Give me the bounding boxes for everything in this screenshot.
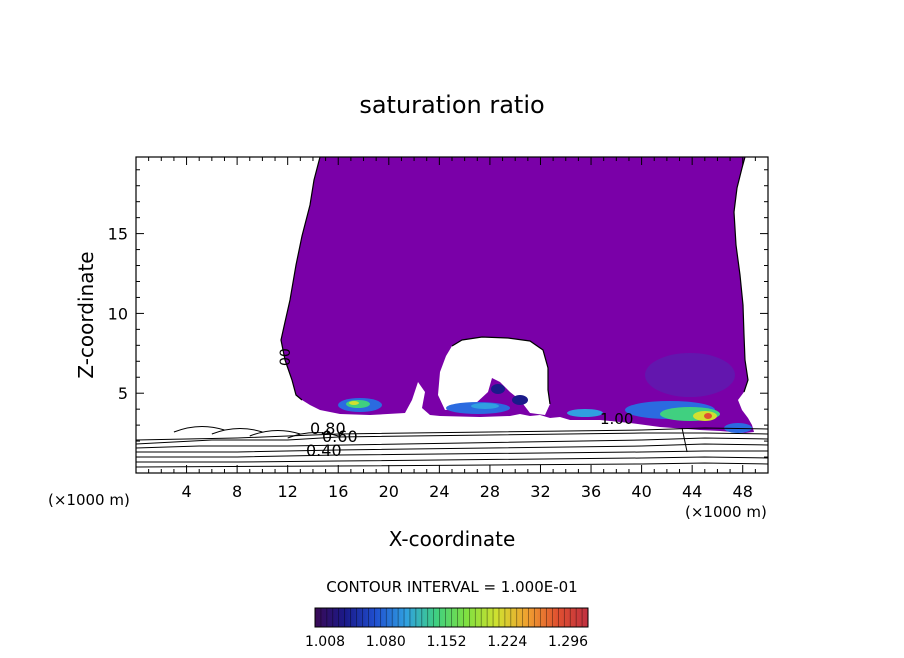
colorbar-tick-label: 1.008 <box>305 634 345 650</box>
x-tick-label: 20 <box>379 482 399 501</box>
contour-line <box>136 456 768 463</box>
x-axis-label: X-coordinate <box>389 527 516 551</box>
x-tick-label: 4 <box>181 482 191 501</box>
x-unit-right: (×1000 m) <box>685 503 767 521</box>
y-axis-label: Z-coordinate <box>74 251 98 378</box>
contour-line <box>136 427 768 441</box>
contour-interval-text: CONTOUR INTERVAL = 1.000E-01 <box>326 578 577 596</box>
x-tick-label: 28 <box>480 482 500 501</box>
fill-outline-right <box>733 157 749 393</box>
fill-outline-left <box>280 157 321 401</box>
contour-line <box>136 437 768 449</box>
y-tick-labels: 5 10 15 <box>108 225 128 404</box>
y-tick-label: 5 <box>118 384 128 403</box>
x-tick-label: 32 <box>530 482 550 501</box>
contour-label-100: 1.00 <box>600 410 633 428</box>
contour-line <box>136 462 768 468</box>
colorbar-tick-label: 1.152 <box>426 634 466 650</box>
x-tick-label: 12 <box>278 482 298 501</box>
axis-ticks <box>136 157 768 473</box>
x-tick-label: 40 <box>631 482 651 501</box>
contour-line <box>173 426 225 433</box>
contour-line <box>136 450 768 458</box>
color-blotches <box>338 353 752 433</box>
contour-line <box>287 432 339 439</box>
x-tick-label: 16 <box>328 482 348 501</box>
x-unit-left: (×1000 m) <box>48 491 130 509</box>
y-tick-label: 10 <box>108 304 128 323</box>
contour-label-040: 0.40 <box>306 441 342 460</box>
contour-line <box>681 427 688 453</box>
contour-line <box>136 443 768 453</box>
chart-title: saturation ratio <box>359 91 544 119</box>
saturation-fill-region <box>281 157 754 433</box>
x-tick-label: 24 <box>429 482 449 501</box>
colorbar-tick-label: 1.224 <box>487 634 527 650</box>
contour-line <box>249 430 301 437</box>
plot-area <box>136 157 768 468</box>
colorbar-stripes <box>320 608 583 627</box>
x-tick-labels: 4 8 12 16 20 24 28 32 36 40 44 48 <box>181 482 752 501</box>
x-tick-label: 36 <box>581 482 601 501</box>
contour-label-060: 0.60 <box>322 427 358 446</box>
x-tick-label: 44 <box>682 482 702 501</box>
colorbar-tick-label: 1.080 <box>366 634 406 650</box>
colorbar <box>314 607 589 628</box>
x-tick-label: 8 <box>232 482 242 501</box>
colorbar-tick-label: 1.296 <box>548 634 588 650</box>
hole-outline <box>451 336 551 405</box>
y-tick-label: 15 <box>108 225 128 244</box>
contour-label-left: 00 <box>278 348 294 366</box>
contour-line <box>136 432 768 445</box>
contour-label-080: 0.80 <box>310 419 346 438</box>
x-tick-label: 48 <box>733 482 753 501</box>
colorbar-labels: 1.008 1.080 1.152 1.224 1.296 <box>305 634 588 650</box>
contour-line <box>211 428 263 435</box>
contour-lines <box>136 426 768 468</box>
